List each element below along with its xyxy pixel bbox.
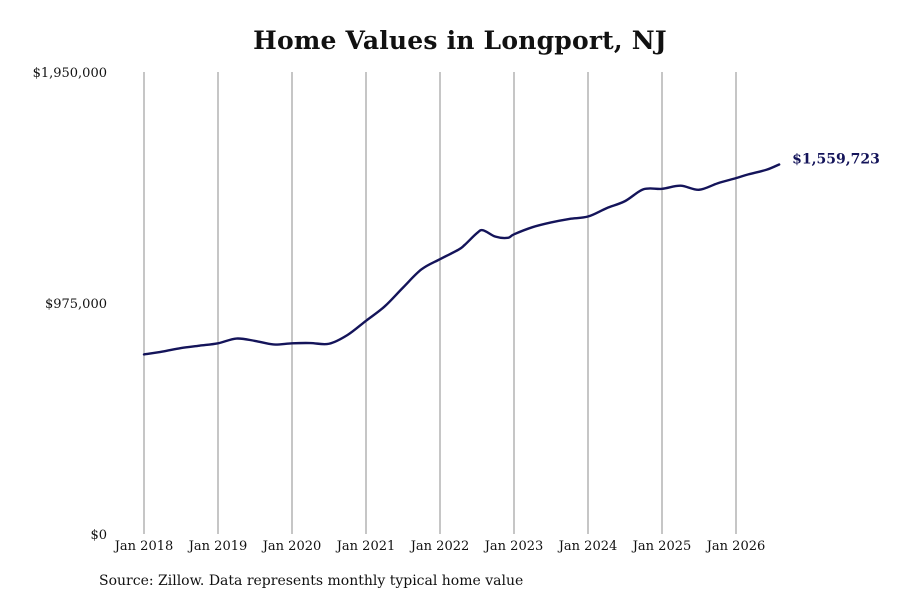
end-value-label: $1,559,723 [792, 151, 880, 167]
y-tick-label: $1,950,000 [33, 66, 107, 81]
chart-title: Home Values in Longport, NJ [253, 26, 667, 55]
x-tick-label: Jan 2018 [113, 539, 174, 554]
x-tick-label: Jan 2022 [409, 539, 470, 554]
grid-lines [143, 72, 737, 534]
x-tick-label: Jan 2020 [261, 539, 322, 554]
y-tick-label: $975,000 [45, 297, 107, 312]
series-layer: $1,559,723 [142, 151, 880, 356]
x-tick-label: Jan 2024 [557, 539, 618, 554]
x-tick-label: Jan 2023 [483, 539, 544, 554]
x-tick-label: Jan 2026 [705, 539, 766, 554]
x-tick-label: Jan 2025 [631, 539, 692, 554]
x-tick-label: Jan 2019 [187, 539, 248, 554]
series-line [142, 163, 781, 356]
x-tick-label: Jan 2021 [335, 539, 396, 554]
y-tick-label: $0 [90, 528, 107, 543]
axis-labels: Jan 2018 Jan 2019 Jan 2020 Jan 2021 Jan 2022… [33, 66, 766, 554]
source-note: Source: Zillow. Data represents monthly … [99, 573, 524, 589]
